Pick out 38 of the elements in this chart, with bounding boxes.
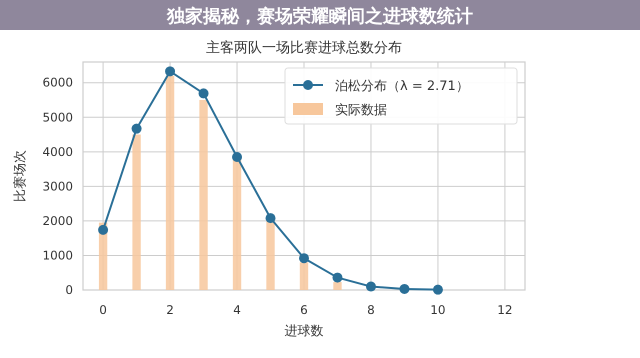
y-tick-label: 5000 (42, 110, 73, 124)
x-tick-label: 0 (99, 303, 107, 317)
chart-title: 主客两队一场比赛进球总数分布 (206, 40, 402, 56)
x-tick-label: 8 (367, 303, 375, 317)
point (232, 152, 242, 162)
y-tick-label: 6000 (42, 76, 73, 90)
legend-label: 泊松分布（λ = 2.71） (335, 79, 469, 94)
y-tick-label: 1000 (42, 248, 73, 262)
x-tick-label: 6 (300, 303, 308, 317)
point (299, 253, 309, 264)
bar (232, 158, 242, 290)
point (198, 88, 209, 98)
x-tick-label: 10 (430, 303, 446, 317)
y-tick-label: 3000 (42, 179, 73, 194)
y-tick-label: 4000 (42, 144, 73, 159)
point (332, 272, 342, 283)
x-tick-label: 4 (233, 303, 241, 317)
chart-subtitle: 独家揭秘，赛场荣耀瞬间之进球数统计 (166, 6, 473, 27)
x-axis-title: 进球数 (284, 324, 324, 339)
bar (166, 76, 174, 290)
point (399, 284, 410, 294)
x-tick-label: 2 (166, 303, 174, 317)
bar (300, 262, 308, 290)
y-tick-label: 0 (65, 283, 73, 297)
point (266, 213, 276, 224)
bar (333, 282, 342, 290)
point (432, 284, 443, 295)
y-tick-label: 2000 (42, 214, 73, 228)
y-axis-title: 比赛场次 (12, 150, 28, 202)
legend-label: 实际数据 (335, 103, 387, 118)
bar (199, 100, 208, 290)
point (132, 124, 142, 134)
bar (132, 134, 141, 290)
bar (266, 220, 275, 290)
point (98, 224, 108, 235)
point (366, 282, 376, 292)
x-tick-label: 12 (497, 303, 513, 317)
point (165, 66, 176, 76)
